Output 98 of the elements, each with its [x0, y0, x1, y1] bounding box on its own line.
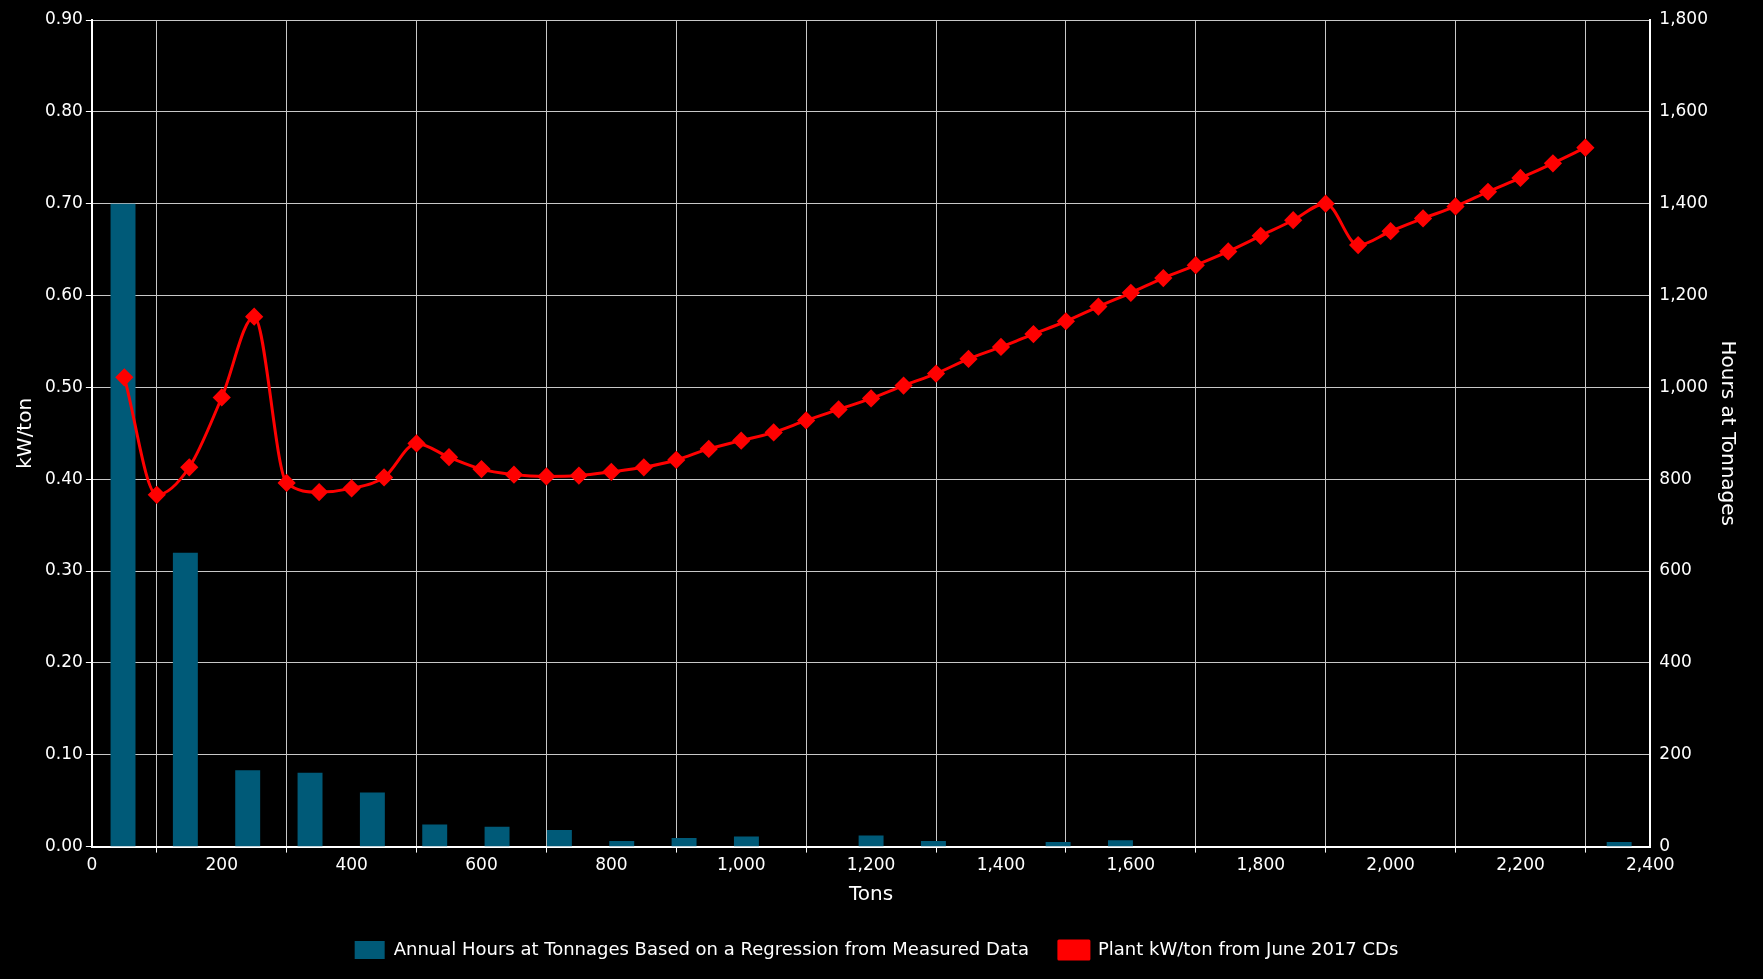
x-tick-label: 1,800: [1236, 854, 1286, 875]
y2-tick-label: 1,800: [1659, 8, 1708, 29]
bar: [609, 841, 635, 847]
x-tick-label: 1,600: [1106, 854, 1156, 875]
bar: [297, 772, 323, 847]
bar: [484, 826, 510, 847]
bar: [920, 841, 946, 847]
y-tick-label: 0.20: [44, 651, 83, 672]
point: [570, 467, 588, 485]
legend-label: Annual Hours at Tonnages Based on a Regression from Measured Data: [393, 937, 1029, 959]
bar: [422, 824, 448, 847]
y2-tick-label: 0: [1659, 835, 1671, 856]
point: [1024, 325, 1042, 343]
point: [1576, 139, 1594, 157]
y-axis-title: kW/ton: [12, 397, 37, 469]
point: [1219, 242, 1237, 260]
point: [862, 389, 880, 407]
y2-tick-label: 1,600: [1659, 100, 1708, 121]
point: [927, 365, 945, 383]
point: [1317, 195, 1335, 213]
point: [505, 466, 523, 484]
point: [472, 460, 490, 478]
point: [602, 463, 620, 481]
bar: [671, 837, 697, 847]
y2-tick-label: 800: [1659, 467, 1692, 488]
bar: [858, 835, 884, 847]
bar: [1107, 840, 1133, 847]
x-tick-label: 2,000: [1366, 854, 1415, 875]
point: [1187, 256, 1205, 274]
point: [797, 411, 815, 429]
x-tick-label: 0: [86, 854, 98, 875]
point: [115, 368, 133, 386]
x-tick-label: 600: [465, 854, 498, 875]
y2-tick-label: 1,400: [1659, 192, 1708, 213]
y-tick-label: 0.30: [44, 559, 83, 580]
x-tick-label: 200: [205, 854, 238, 875]
legend-label: Plant kW/ton from June 2017 CDs: [1097, 937, 1399, 959]
point: [1447, 197, 1465, 215]
point: [1349, 236, 1367, 254]
x-tick-label: 400: [335, 854, 368, 875]
x-axis-title: Tons: [848, 881, 894, 906]
point: [1057, 312, 1075, 330]
point: [700, 440, 718, 458]
point: [440, 448, 458, 466]
point: [732, 432, 750, 450]
y-tick-label: 0.90: [44, 8, 83, 29]
point: [148, 486, 166, 504]
point: [1154, 269, 1172, 287]
point: [960, 350, 977, 368]
point: [1511, 169, 1529, 187]
point: [245, 308, 263, 326]
y-tick-label: 0.60: [44, 283, 83, 304]
point: [408, 434, 426, 452]
bar: [235, 770, 261, 847]
point: [537, 467, 555, 485]
point: [213, 388, 231, 406]
y2-axis-title: Hours at Tonnages: [1716, 340, 1741, 527]
point: [1252, 227, 1270, 245]
y2-tick-label: 200: [1659, 743, 1692, 764]
point: [1414, 209, 1432, 227]
point: [343, 479, 361, 497]
y-tick-label: 0.80: [44, 100, 83, 121]
point: [1089, 298, 1107, 316]
point: [1544, 154, 1562, 172]
y-tick-label: 0.10: [44, 743, 83, 764]
point: [180, 458, 198, 476]
y-tick-label: 0.00: [44, 835, 83, 856]
y-tick-label: 0.70: [44, 192, 83, 213]
point: [1122, 284, 1140, 302]
y2-tick-label: 1,200: [1659, 283, 1708, 304]
point: [278, 474, 296, 492]
y-tick-label: 0.50: [44, 375, 83, 396]
x-tick-label: 800: [595, 854, 628, 875]
x-tick-label: 2,400: [1626, 854, 1675, 875]
y2-tick-label: 400: [1659, 651, 1692, 672]
x-tick-label: 1,000: [716, 854, 766, 875]
x-tick-label: 1,200: [846, 854, 896, 875]
point: [1479, 183, 1497, 201]
y2-tick-label: 1,000: [1659, 375, 1708, 396]
point: [310, 483, 328, 501]
point: [635, 458, 653, 476]
y-tick-label: 0.40: [44, 467, 83, 488]
y2-tick-label: 600: [1659, 559, 1692, 580]
point: [830, 400, 848, 418]
bar: [172, 552, 198, 847]
point: [375, 468, 393, 486]
x-tick-label: 1,400: [976, 854, 1026, 875]
point: [895, 377, 913, 395]
x-tick-label: 2,200: [1496, 854, 1545, 875]
point: [1382, 222, 1400, 240]
point: [765, 423, 783, 441]
bar: [110, 203, 136, 847]
bar: [359, 792, 385, 847]
bar: [733, 836, 759, 847]
point: [667, 451, 685, 469]
point: [1284, 211, 1302, 229]
bar: [546, 830, 572, 847]
point: [992, 338, 1010, 356]
